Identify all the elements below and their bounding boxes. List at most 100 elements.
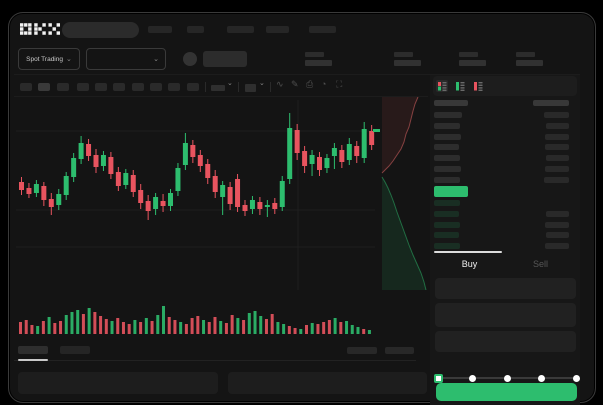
replay-icon[interactable]: ◔ <box>321 79 327 89</box>
fullscreen-icon[interactable]: ⛶ <box>336 79 343 89</box>
bottom-tab-2[interactable] <box>60 346 90 354</box>
ask-row-3-price[interactable] <box>434 134 461 140</box>
market-type-label: Spot Trading <box>26 55 63 63</box>
slider-stop-2[interactable] <box>503 374 511 382</box>
chevron-down-icon: ⌄ <box>65 55 72 63</box>
ask-row-1-amount[interactable] <box>544 112 569 118</box>
nav-item-5[interactable] <box>309 26 336 33</box>
slider-stop-3[interactable] <box>538 374 545 382</box>
bid-row-2-price[interactable] <box>434 211 459 217</box>
buy-tab-indicator <box>434 251 502 253</box>
bid-row-5-amount[interactable] <box>545 243 569 249</box>
divider <box>14 96 428 97</box>
bid-row-4-price[interactable] <box>434 232 459 238</box>
divider <box>14 360 416 361</box>
timeframe-button-9[interactable] <box>168 83 180 91</box>
ask-row-3-amount[interactable] <box>545 134 569 140</box>
stat-1-value <box>305 60 332 66</box>
timeframe-button-3[interactable] <box>57 83 69 91</box>
tab-sell[interactable]: Sell <box>505 253 576 275</box>
camera-icon[interactable]: ⎙ <box>306 79 314 89</box>
timeframe-button-10[interactable] <box>187 83 199 91</box>
market-type-selector[interactable]: Spot Trading ⌄ <box>18 48 80 70</box>
chevron-down-icon: ⌄ <box>259 80 265 87</box>
candlestick-chart[interactable] <box>14 97 376 343</box>
ask-row-6-price[interactable] <box>434 166 461 172</box>
stat-1-label <box>305 52 324 57</box>
timeframe-button-8[interactable] <box>150 83 162 91</box>
ask-row-5-amount[interactable] <box>546 155 569 161</box>
depth-chart[interactable] <box>378 97 431 290</box>
timeframe-button-1[interactable] <box>20 83 32 91</box>
amount-input[interactable] <box>435 303 576 327</box>
nav-item-1[interactable] <box>148 26 172 33</box>
chevron-down-icon: ⌄ <box>227 80 233 87</box>
nav-item-3[interactable] <box>227 26 254 33</box>
chart-type-dropdown[interactable] <box>245 84 256 92</box>
ask-row-6-amount[interactable] <box>545 166 569 172</box>
timeframe-button-7[interactable] <box>132 83 144 91</box>
toolbar-divider <box>270 82 271 92</box>
tab-buy[interactable]: Buy <box>434 253 505 275</box>
stat-2-label <box>394 52 413 57</box>
bottom-right-item-2[interactable] <box>385 347 414 354</box>
bottom-right-item-1[interactable] <box>347 347 377 354</box>
ask-row-7-amount[interactable] <box>544 177 569 183</box>
ask-row-5-price[interactable] <box>434 155 460 161</box>
bid-row-4-amount[interactable] <box>546 232 569 238</box>
toolbar-divider <box>238 82 239 92</box>
toolbar-divider <box>205 82 206 92</box>
nav-item-4[interactable] <box>266 26 289 33</box>
ask-row-7-price[interactable] <box>434 177 460 183</box>
bid-row-3-price[interactable] <box>434 222 460 228</box>
total-input[interactable] <box>435 331 576 352</box>
orderbook-view-combined-icon[interactable] <box>436 80 448 92</box>
timeframe-button-2[interactable] <box>38 83 50 91</box>
ask-row-4-price[interactable] <box>434 144 459 150</box>
tab-sell-label: Sell <box>532 259 548 269</box>
orderbook-header-price <box>434 100 468 106</box>
price-input[interactable] <box>435 278 576 299</box>
slider-stop-4[interactable] <box>572 374 580 382</box>
okx-logo <box>20 23 60 35</box>
bottom-tab-active-underline <box>18 359 48 361</box>
bottom-tab-1[interactable] <box>18 346 48 354</box>
bottom-panel-1 <box>18 372 218 394</box>
stat-4-value <box>516 60 543 66</box>
orderbook-toolbar-bg <box>433 76 577 96</box>
slider-stop-1[interactable] <box>469 374 476 382</box>
indicators-icon[interactable]: ∿ <box>276 79 284 89</box>
ask-row-2-price[interactable] <box>434 123 460 129</box>
timeframe-button-5[interactable] <box>95 83 107 91</box>
orderbook-view-bids-icon[interactable] <box>454 80 466 92</box>
pair-selector-dropdown[interactable]: ⌄ <box>86 48 166 70</box>
nav-item-2[interactable] <box>187 26 204 33</box>
stat-2-value <box>394 60 421 66</box>
bid-row-5-price[interactable] <box>434 243 460 249</box>
place-order-button[interactable] <box>436 383 577 401</box>
ask-row-1-price[interactable] <box>434 112 462 118</box>
bottom-panel-2 <box>228 372 427 394</box>
ask-row-4-amount[interactable] <box>545 144 569 150</box>
timeframe-button-4[interactable] <box>77 83 89 91</box>
draw-icon[interactable]: ✎ <box>291 79 299 89</box>
bid-row-3-amount[interactable] <box>545 222 569 228</box>
orderbook-view-asks-icon[interactable] <box>472 80 484 92</box>
last-price-bar[interactable] <box>434 186 468 197</box>
chevron-down-icon: ⌄ <box>153 55 159 63</box>
pair-name-placeholder <box>203 51 247 67</box>
search-input[interactable] <box>62 22 139 38</box>
stat-4-label <box>516 52 535 57</box>
ask-row-2-amount[interactable] <box>546 123 569 129</box>
slider-handle[interactable] <box>433 373 443 383</box>
stat-3-value <box>459 60 486 66</box>
timeframe-button-6[interactable] <box>113 83 125 91</box>
divider <box>14 74 580 75</box>
bid-row-1-price[interactable] <box>434 200 460 206</box>
orderbook-header-amount <box>533 100 569 106</box>
pair-avatar <box>183 52 197 66</box>
interval-dropdown[interactable] <box>211 85 225 91</box>
bid-row-2-amount[interactable] <box>546 211 569 217</box>
